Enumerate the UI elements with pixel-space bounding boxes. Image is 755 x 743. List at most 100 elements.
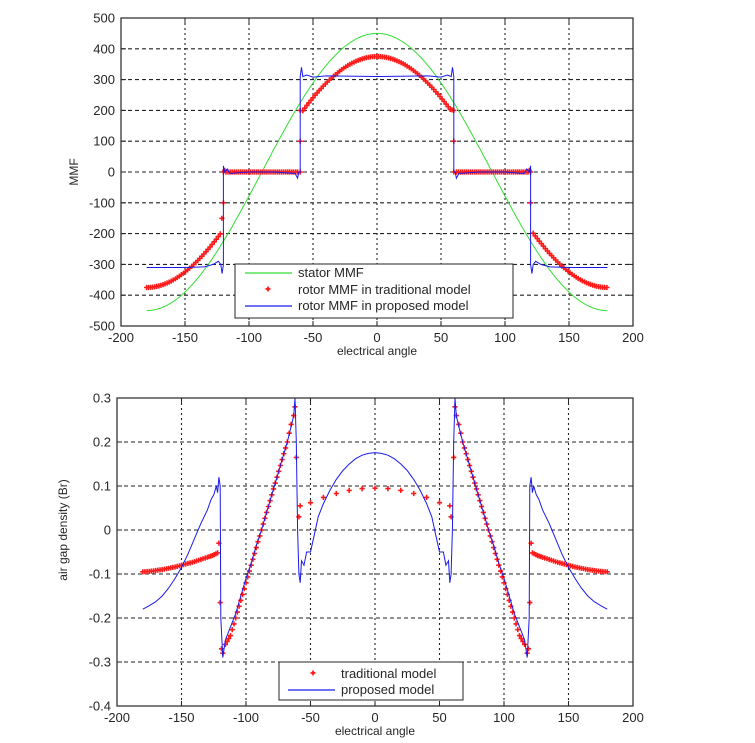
series-rotor-mmf-in-proposed-model (146, 67, 608, 274)
marker-traditional-model (231, 621, 237, 627)
airgap-x-axis-label: electrical angle (335, 724, 415, 738)
marker-rotor-mmf-in-traditional-model (217, 231, 223, 237)
mmf-y-tick-label: -200 (89, 226, 115, 241)
legend-traditional-marker: ✦ (263, 284, 272, 296)
mmf-y-tick-label: 200 (93, 103, 115, 118)
marker-traditional-model (447, 503, 453, 509)
marker-traditional-model (297, 503, 303, 509)
mmf-x-tick-label: 200 (622, 330, 644, 345)
mmf-x-tick-label: -50 (304, 330, 323, 345)
marker-traditional-model (215, 550, 221, 556)
mmf-series (144, 32, 610, 312)
marker-traditional-model (229, 627, 235, 633)
mmf-y-tick-label: 400 (93, 41, 115, 56)
marker-rotor-mmf-in-traditional-model (300, 108, 306, 114)
airgap-x-tick-label: -150 (168, 710, 194, 725)
marker-rotor-mmf-in-traditional-model (445, 104, 451, 110)
mmf-y-tick-label: -300 (89, 257, 115, 272)
legend-traditional-label: rotor MMF in traditional model (298, 282, 471, 297)
legend-traditional-model-label: traditional model (341, 666, 436, 681)
airgap-y-tick-label: -0.1 (89, 567, 111, 582)
marker-rotor-mmf-in-traditional-model (530, 230, 536, 236)
marker-traditional-model (499, 574, 505, 580)
mmf-x-tick-label: -200 (108, 330, 134, 345)
marker-traditional-model (516, 633, 523, 639)
airgap-ticks: -200 -150 -100 -50 0 50 100 150 200 -0.4 -0.3 -0.2 -… (89, 391, 644, 726)
mmf-legend: stator MMF ✦ rotor MMF in traditional mo… (234, 263, 514, 319)
marker-traditional-model (333, 490, 339, 497)
marker-traditional-model (217, 600, 223, 606)
mmf-y-axis-label: MMF (67, 158, 81, 185)
marker-traditional-model (385, 486, 391, 492)
airgap-y-tick-label: 0.2 (93, 435, 111, 450)
mmf-x-tick-label: 0 (373, 330, 380, 345)
marker-traditional-model (346, 487, 352, 493)
airgap-x-tick-label: -200 (104, 710, 130, 725)
mmf-y-tick-label: 100 (93, 134, 115, 149)
marker-traditional-model (436, 500, 443, 506)
airgap-y-tick-label: -0.4 (89, 699, 111, 714)
airgap-grid (117, 398, 633, 706)
airgap-x-tick-label: -100 (233, 710, 259, 725)
marker-traditional-model (604, 569, 610, 575)
series-proposed-model (142, 397, 608, 658)
marker-traditional-model (372, 485, 378, 491)
marker-rotor-mmf-in-traditional-model (302, 105, 308, 111)
airgap-series (140, 397, 610, 658)
mmf-plot: -200 -150 -100 -50 0 50 100 150 200-500-400-300-… (67, 11, 644, 359)
marker-traditional-model (398, 487, 404, 493)
airgap-y-tick-label: -0.3 (89, 655, 111, 670)
airgap-y-tick-label: 0.1 (93, 479, 111, 494)
marker-traditional-model (411, 490, 417, 497)
marker-traditional-model (307, 500, 314, 506)
marker-rotor-mmf-in-traditional-model (532, 233, 538, 239)
marker-traditional-model (513, 621, 519, 627)
airgap-y-tick-label: 0 (104, 523, 111, 538)
marker-rotor-mmf-in-traditional-model (604, 284, 610, 291)
marker-traditional-model (227, 633, 234, 639)
mmf-x-tick-label: -150 (172, 330, 198, 345)
mmf-y-tick-label: -400 (89, 288, 115, 303)
airgap-x-tick-label: 150 (558, 710, 580, 725)
airgap-x-tick-label: -50 (301, 710, 320, 725)
marker-traditional-model (515, 627, 521, 633)
airgap-legend-box (278, 661, 464, 701)
legend-proposed-label: rotor MMF in proposed model (298, 298, 469, 313)
mmf-ticks: -200 -150 -100 -50 0 50 100 150 200-500-400-300-… (89, 11, 644, 346)
airgap-plot: -200 -150 -100 -50 0 50 100 150 200 -0.4 -0.3 -0.2 -… (56, 391, 644, 739)
mmf-y-tick-label: 300 (93, 72, 115, 87)
marker-traditional-model (245, 574, 251, 580)
marker-traditional-model (518, 635, 524, 642)
mmf-x-tick-label: 100 (494, 330, 516, 345)
airgap-x-tick-label: 0 (371, 710, 378, 725)
marker-traditional-model (525, 646, 532, 652)
airgap-y-tick-label: -0.2 (89, 611, 111, 626)
mmf-y-tick-label: 500 (93, 11, 115, 26)
series-rotor-mmf-in-traditional-model (144, 53, 610, 291)
marker-traditional-model (226, 635, 232, 642)
marker-rotor-mmf-in-traditional-model (215, 234, 221, 240)
marker-traditional-model (218, 646, 225, 652)
marker-traditional-model (320, 494, 326, 500)
marker-traditional-model (424, 494, 430, 500)
mmf-y-tick-label: 0 (108, 165, 115, 180)
marker-traditional-model (359, 486, 365, 492)
mmf-x-tick-label: 150 (558, 330, 580, 345)
marker-traditional-model (527, 600, 533, 606)
mmf-y-tick-label: -100 (89, 195, 115, 210)
mmf-y-tick-label: -500 (89, 319, 115, 334)
airgap-x-tick-label: 200 (622, 710, 644, 725)
legend-stator-mmf-label: stator MMF (298, 265, 364, 280)
mmf-x-tick-label: 50 (434, 330, 448, 345)
airgap-legend: ✦ traditional model proposed model (278, 661, 464, 701)
legend-traditional-model-marker: ✦ (308, 668, 317, 680)
mmf-x-axis-label: electrical angle (337, 344, 417, 358)
airgap-y-tick-label: 0.3 (93, 391, 111, 406)
mmf-x-tick-label: -100 (236, 330, 262, 345)
marker-rotor-mmf-in-traditional-model (304, 102, 310, 108)
airgap-x-tick-label: 100 (493, 710, 515, 725)
legend-proposed-model-label: proposed model (341, 682, 434, 697)
airgap-y-axis-label: air gap density (Br) (56, 479, 70, 580)
airgap-x-tick-label: 50 (432, 710, 446, 725)
